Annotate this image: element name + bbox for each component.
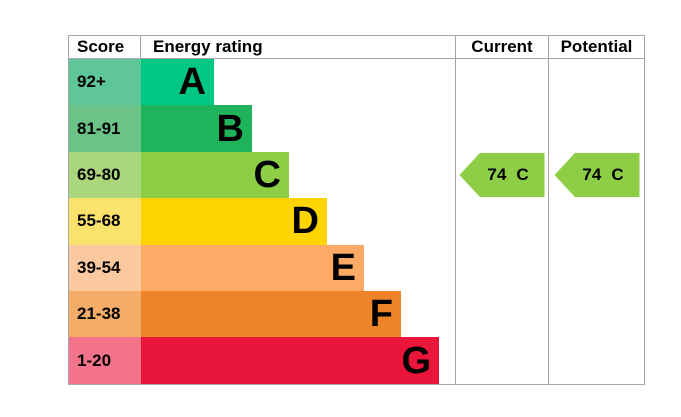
band-bar: C xyxy=(141,151,289,199)
band-bar: B xyxy=(141,105,252,152)
band-bar: D xyxy=(141,198,327,245)
band-rows: 92+ A 81-91 B 69-80 C 55-68 D 39-54 E 21… xyxy=(69,59,644,384)
band-score-range: 55-68 xyxy=(69,198,141,245)
current-rating-value: 74 xyxy=(487,165,507,184)
current-rating-column: 74 C xyxy=(456,59,548,384)
band-row: 39-54 E xyxy=(69,244,644,291)
current-rating-arrow: 74 C xyxy=(459,153,545,197)
band-letter: A xyxy=(178,61,206,104)
band-bar: E xyxy=(141,244,364,291)
divider-energy-current xyxy=(455,59,456,384)
band-letter: B xyxy=(216,107,244,150)
band-bar: G xyxy=(141,337,439,384)
band-score-range: 1-20 xyxy=(69,337,141,384)
current-column-header: Current xyxy=(456,36,549,58)
band-row: 69-80 C xyxy=(69,151,644,199)
potential-rating-value: 74 xyxy=(582,165,602,184)
band-row: 1-20 G xyxy=(69,337,644,384)
band-bar: F xyxy=(141,290,401,338)
band-row: 81-91 B xyxy=(69,105,644,152)
divider-current-potential xyxy=(548,59,549,384)
potential-rating-band: C xyxy=(611,165,624,184)
band-score-range: 81-91 xyxy=(69,105,141,152)
potential-column-header: Potential xyxy=(560,37,633,56)
band-letter: F xyxy=(369,293,393,336)
band-letter: C xyxy=(253,153,281,196)
band-score-range: 21-38 xyxy=(69,290,141,338)
score-column-header: Score xyxy=(69,36,141,58)
band-row: 55-68 D xyxy=(69,198,644,245)
band-score-range: 69-80 xyxy=(69,151,141,199)
energy-rating-chart: Score Energy rating Current Potential 92… xyxy=(68,35,645,385)
current-rating-band: C xyxy=(516,165,529,184)
potential-rating-arrow: 74 C xyxy=(554,153,640,197)
band-letter: D xyxy=(291,200,319,243)
band-letter: E xyxy=(330,246,356,289)
band-letter: G xyxy=(401,339,431,382)
band-bar: A xyxy=(141,59,214,106)
potential-rating-column: 74 C xyxy=(549,59,645,384)
band-row: 92+ A xyxy=(69,59,644,106)
band-row: 21-38 F xyxy=(69,290,644,338)
band-score-range: 39-54 xyxy=(69,244,141,291)
energy-rating-column-header: Energy rating xyxy=(141,36,456,58)
band-score-range: 92+ xyxy=(69,59,141,106)
chart-body: 92+ A 81-91 B 69-80 C 55-68 D 39-54 E 21… xyxy=(69,59,644,384)
chart-header-row: Score Energy rating Current Potential xyxy=(69,36,644,59)
